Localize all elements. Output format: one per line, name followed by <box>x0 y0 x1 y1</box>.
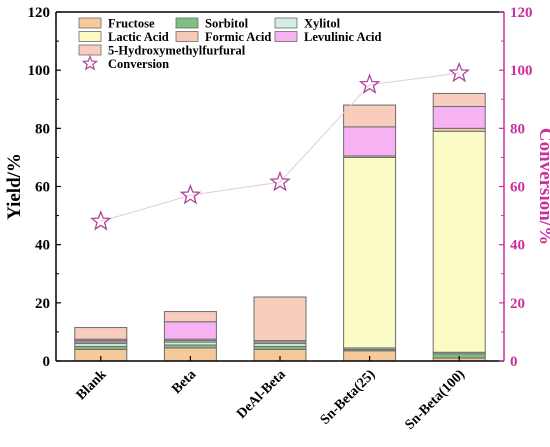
legend-label: Sorbitol <box>205 17 249 31</box>
conversion-marker <box>179 183 202 205</box>
legend-label: Xylitol <box>304 17 341 31</box>
conversion-marker <box>269 170 291 192</box>
conversion-marker <box>358 73 381 94</box>
conversion-line <box>100 72 460 222</box>
legend-marker <box>81 54 99 71</box>
y2-tick-label: 80 <box>510 121 525 137</box>
x-tick-label: Beta <box>169 367 199 397</box>
bar-segment <box>163 321 217 340</box>
bar-segment <box>432 106 486 129</box>
legend-label: Conversion <box>108 57 169 71</box>
x-tick-label: DeAl-Beta <box>234 367 289 422</box>
y-tick-label: 20 <box>35 296 50 312</box>
bar-segment <box>343 156 397 349</box>
bar-segment <box>343 126 397 157</box>
conversion-series <box>90 61 471 231</box>
bar-stack-group <box>74 92 486 362</box>
y2-tick-label: 120 <box>510 5 533 21</box>
bar-segment <box>163 311 217 323</box>
legend: Fructose Sorbitol Xylitol Lactic Acid Formic… <box>78 17 381 71</box>
x-tick-label: Blank <box>74 367 110 403</box>
y2-tick-label: 40 <box>510 238 525 254</box>
conversion-marker <box>448 61 471 83</box>
legend-swatch <box>78 44 102 56</box>
legend-swatch <box>274 17 298 29</box>
y-axis-title: Yield/% <box>4 153 25 220</box>
conversion-marker <box>90 210 112 231</box>
legend-swatch <box>78 31 102 42</box>
y2-tick-label: 100 <box>510 63 533 79</box>
y-tick-label: 40 <box>35 238 50 254</box>
y2-tick-label: 0 <box>510 354 518 370</box>
x-tick-label: Sn-Beta(25) <box>318 367 379 428</box>
legend-label: Lactic Acid <box>108 30 169 44</box>
y-tick-label: 100 <box>28 63 51 79</box>
legend-label: Formic Acid <box>205 30 271 44</box>
y-tick-label: 60 <box>35 180 50 196</box>
legend-swatch <box>274 31 298 42</box>
y2-tick-label: 60 <box>510 180 525 196</box>
y2-tick-label: 20 <box>510 296 525 312</box>
legend-label: Fructose <box>108 17 155 31</box>
y-tick-label: 120 <box>28 5 51 21</box>
bar-segment <box>343 104 397 128</box>
legend-label: Levulinic Acid <box>304 30 381 44</box>
y2-axis-title: Conversion/% <box>535 128 550 245</box>
bar-segment <box>253 296 307 342</box>
legend-label: 5-Hydroxymethylfurfural <box>108 44 246 58</box>
y-tick-label: 0 <box>43 354 51 370</box>
legend-swatch <box>78 17 102 29</box>
bar-segment <box>432 130 486 353</box>
bar-segment <box>432 92 486 108</box>
bar-segment <box>74 327 128 340</box>
legend-swatch <box>175 31 199 42</box>
y-tick-label: 80 <box>35 121 50 137</box>
x-tick-label: Sn-Beta(100) <box>402 367 468 433</box>
legend-swatch <box>175 17 199 29</box>
